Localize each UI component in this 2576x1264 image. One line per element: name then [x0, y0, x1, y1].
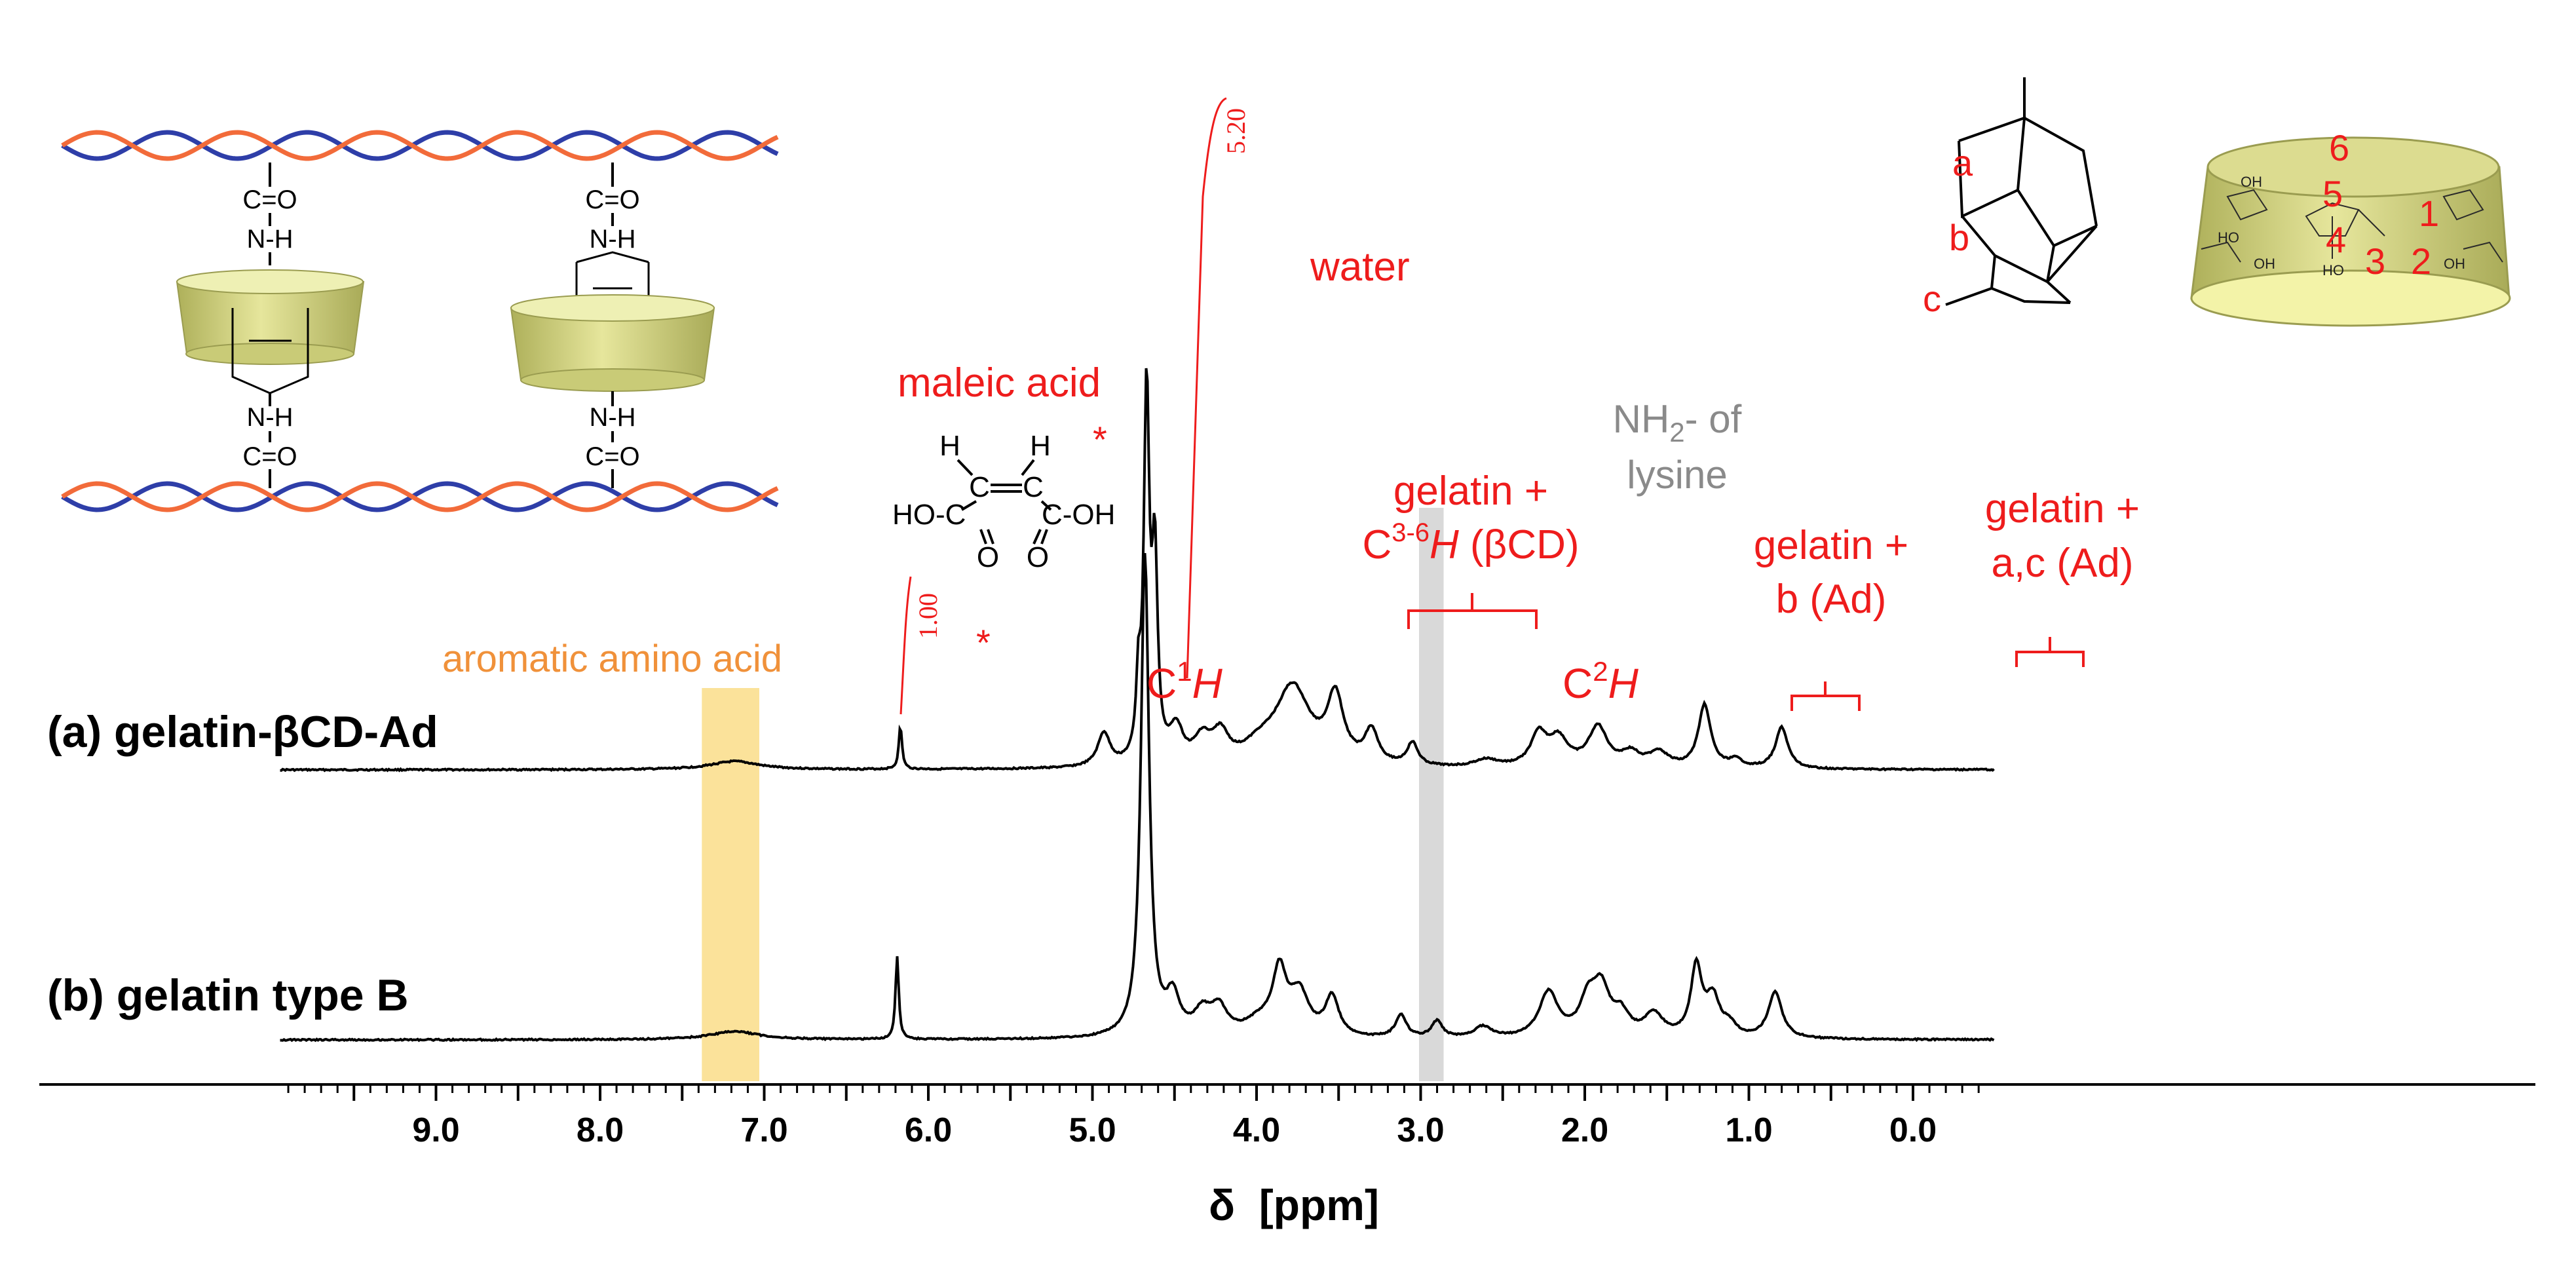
gelatin-b-label-line1: gelatin +: [1754, 523, 1908, 568]
gelatin-b-label-line2: b (Ad): [1776, 577, 1887, 622]
series-a-label: (a) gelatin-βCD-Ad: [47, 707, 438, 757]
gelatin-ac-label-line1: gelatin +: [1985, 486, 2140, 531]
c1h-label: C1H: [1146, 656, 1223, 707]
x-tick-label: 9.0: [412, 1111, 459, 1149]
svg-text:HO: HO: [2322, 262, 2344, 278]
maleic-asterisk-1: *: [1093, 419, 1107, 460]
svg-text:2: 2: [2411, 240, 2431, 282]
lysine-label-line2: lysine: [1627, 453, 1727, 497]
x-tick-label: 7.0: [740, 1111, 787, 1149]
svg-text:H: H: [1030, 430, 1051, 462]
svg-text:3: 3: [2365, 240, 2385, 282]
maleic-asterisk-2: *: [976, 622, 991, 663]
svg-text:C-OH: C-OH: [1042, 499, 1115, 531]
series-b-label: (b) gelatin type B: [47, 970, 409, 1020]
svg-text:6: 6: [2329, 127, 2349, 168]
x-tick-label: 0.0: [1889, 1111, 1937, 1149]
svg-text:C=O: C=O: [585, 442, 639, 471]
aromatic-label: aromatic amino acid: [442, 638, 782, 680]
integral-curve-maleic: [900, 576, 912, 715]
gelatin-strand-bottom-blue: [61, 481, 779, 512]
x-tick-label: 4.0: [1233, 1111, 1280, 1149]
x-tick-label: 1.0: [1725, 1111, 1772, 1149]
svg-text:4: 4: [2326, 219, 2346, 260]
spectrum-b-trace: [280, 553, 1995, 1043]
svg-text:N-H: N-H: [589, 403, 635, 432]
x-tick-label: 3.0: [1397, 1111, 1444, 1149]
x-axis-label: δ [ppm]: [1209, 1181, 1379, 1229]
gelatin-strand-bottom-orange: [61, 481, 779, 512]
x-tick-label: 5.0: [1069, 1111, 1116, 1149]
gelatin-b-bracket: [1790, 681, 1861, 711]
adamantane-label-c: c: [1923, 278, 1941, 319]
svg-text:H: H: [939, 430, 960, 462]
integral-label-water: 5.20: [1221, 108, 1251, 154]
svg-text:OH: OH: [2241, 174, 2262, 190]
gelatin-network-schematic: C=O N-H N-H C=O C=O N-H N-H: [61, 130, 779, 512]
gelatin-bcd-bracket: [1407, 593, 1538, 629]
svg-text:OH: OH: [2444, 256, 2465, 272]
x-axis-tick-labels: 9.0 8.0 7.0 6.0 5.0 4.0 3.0 2.0 1.0 0.0: [412, 1111, 1937, 1149]
c2h-label: C2H: [1563, 656, 1639, 707]
maleic-acid-label: maleic acid: [898, 360, 1101, 406]
svg-text:C=O: C=O: [242, 442, 297, 471]
gelatin-ac-label-line2: a,c (Ad): [1991, 541, 2133, 586]
integral-curve-water: [1186, 97, 1227, 679]
x-tick-label: 6.0: [905, 1111, 952, 1149]
lysine-label: NH2- of: [1613, 397, 1742, 448]
adamantane-label-b: b: [1949, 217, 1969, 258]
gelatin-ac-bracket: [2015, 637, 2085, 667]
svg-text:HO: HO: [2218, 229, 2239, 246]
water-label: water: [1310, 244, 1410, 290]
gelatin-bcd-label-line1: gelatin +: [1393, 469, 1548, 514]
spectrum-a-trace: [280, 368, 1995, 773]
gelatin-strand-top-blue: [61, 130, 779, 161]
svg-text:1: 1: [2419, 193, 2439, 234]
crosslink-left: C=O N-H N-H C=O: [176, 163, 365, 488]
aromatic-region-band: [702, 688, 759, 1081]
svg-text:5: 5: [2322, 173, 2343, 214]
beta-cyclodextrin-structure: OH OH OH HO HO 6 5 1 4 3 2: [2190, 127, 2511, 327]
svg-text:N-H: N-H: [589, 225, 635, 254]
svg-text:C: C: [969, 471, 990, 503]
svg-text:N-H: N-H: [246, 403, 293, 432]
lysine-region-band: [1418, 508, 1444, 1081]
crosslink-right: C=O N-H N-H C=O: [510, 163, 715, 488]
adamantane-structure: a b c: [1923, 77, 2098, 319]
x-tick-label: 2.0: [1561, 1111, 1608, 1149]
adamantane-label-a: a: [1952, 142, 1973, 183]
svg-text:C=O: C=O: [242, 185, 297, 214]
x-tick-label: 8.0: [577, 1111, 624, 1149]
x-axis-ticks: [287, 1084, 1980, 1101]
svg-text:HO-C: HO-C: [892, 499, 966, 531]
svg-text:C=O: C=O: [585, 185, 639, 214]
svg-text:OH: OH: [2254, 256, 2275, 272]
svg-text:O: O: [1027, 541, 1049, 573]
integral-label-maleic: 1.00: [913, 593, 943, 639]
svg-text:O: O: [977, 541, 999, 573]
gelatin-bcd-label-line2: C3-6H (βCD): [1362, 518, 1579, 567]
maleic-acid-structure: H H C C HO-C C-OH O O: [892, 430, 1115, 573]
svg-text:C: C: [1023, 471, 1044, 503]
gelatin-strand-top-orange: [61, 130, 779, 161]
svg-text:N-H: N-H: [246, 225, 293, 254]
